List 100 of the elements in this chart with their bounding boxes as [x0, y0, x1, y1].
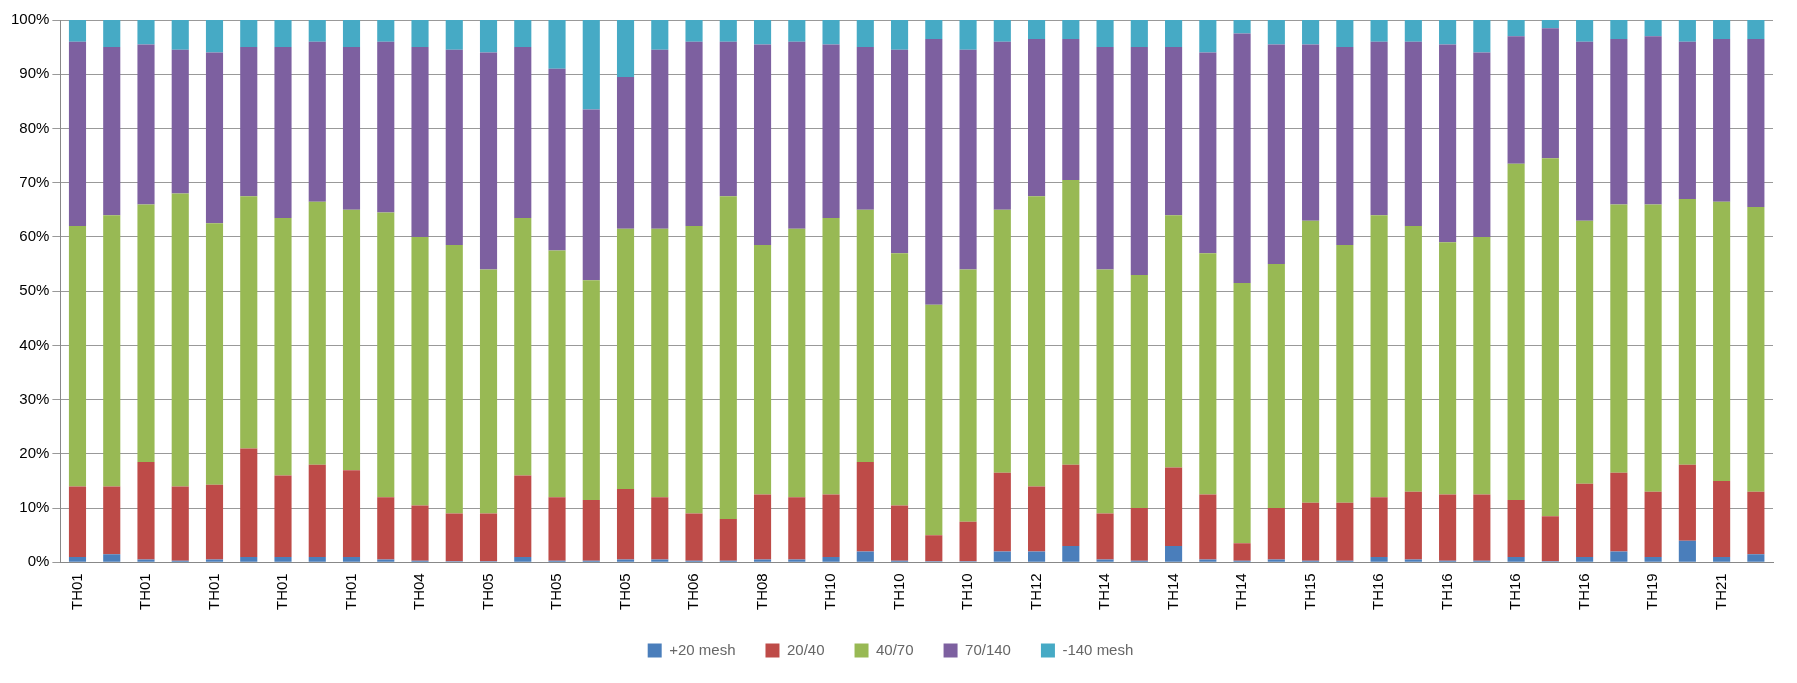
bar [1713, 556, 1731, 562]
bar [1199, 20, 1217, 53]
bar [445, 513, 463, 562]
bar [479, 269, 498, 514]
bar [548, 250, 566, 498]
bar [1165, 47, 1183, 216]
bar [925, 304, 943, 536]
bar [1062, 38, 1080, 180]
legend-label: 70/140 [965, 640, 1011, 658]
bar [788, 497, 806, 560]
bar [308, 20, 326, 42]
bar [1576, 483, 1594, 557]
bar [788, 20, 806, 42]
bar [1439, 20, 1457, 45]
bar [1747, 554, 1765, 562]
bar [753, 245, 772, 495]
bar [205, 223, 224, 485]
bar [1747, 207, 1765, 492]
bar [1370, 497, 1388, 557]
bar [1713, 20, 1731, 39]
bar [1165, 546, 1183, 562]
bar [68, 41, 87, 227]
bar [1130, 274, 1148, 509]
bar [993, 41, 1011, 210]
bar [1233, 20, 1251, 34]
bar [68, 20, 87, 42]
bar [1199, 494, 1217, 560]
bar [479, 513, 498, 562]
bar [1507, 36, 1525, 164]
bar [1576, 41, 1594, 221]
bar [1302, 220, 1320, 503]
bar [1233, 283, 1251, 544]
bar [411, 20, 429, 48]
bar [890, 20, 909, 50]
y-tick-label: 0% [27, 552, 50, 570]
bar [1644, 20, 1662, 37]
bar [137, 20, 155, 45]
y-tick-label: 70% [19, 172, 50, 190]
bar [925, 38, 943, 305]
bar [68, 486, 87, 557]
bar [171, 49, 189, 194]
bar [1096, 47, 1114, 270]
bar [1199, 253, 1217, 495]
bar [719, 41, 737, 197]
bar [514, 475, 532, 557]
bar [1370, 20, 1388, 42]
bar [1576, 556, 1594, 562]
bar [616, 228, 635, 490]
bar [1644, 491, 1662, 557]
bar [925, 20, 943, 39]
bar [1507, 499, 1525, 557]
bar [1130, 47, 1148, 275]
bar [616, 76, 635, 229]
bar [1370, 215, 1388, 498]
bar [274, 475, 292, 557]
bar [1302, 20, 1320, 45]
bar [1165, 467, 1183, 547]
bar [1507, 163, 1525, 500]
bar [1678, 464, 1696, 541]
x-tick-label: TH19 [1643, 573, 1661, 611]
x-tick-label: TH01 [341, 573, 359, 611]
bar [1610, 204, 1628, 473]
bar [103, 47, 121, 216]
bar [1439, 44, 1457, 243]
bar [240, 47, 258, 197]
bar [616, 20, 635, 77]
bar [1644, 204, 1662, 492]
x-tick-label: TH05 [615, 573, 633, 611]
bar [890, 253, 909, 506]
bar [137, 204, 155, 462]
bar [651, 20, 669, 50]
bar [1576, 20, 1594, 42]
x-tick-label: TH06 [684, 573, 702, 611]
bar [719, 518, 737, 561]
bar [1404, 41, 1422, 227]
bar [856, 47, 874, 210]
bar [1747, 491, 1765, 555]
bar [651, 497, 669, 560]
bar [377, 20, 395, 42]
x-tick-label: TH16 [1437, 573, 1455, 611]
bar [582, 109, 600, 281]
bar [514, 20, 532, 48]
x-tick-label: TH10 [958, 573, 976, 611]
bar [240, 196, 258, 449]
bar [1233, 33, 1251, 284]
x-tick-label: TH04 [410, 573, 428, 611]
bar [103, 486, 121, 555]
bar [753, 44, 772, 246]
bar [788, 41, 806, 229]
bar [1678, 20, 1696, 42]
bar [1713, 201, 1731, 481]
bar [1473, 236, 1491, 495]
x-tick-label: TH10 [889, 573, 907, 611]
bar [377, 41, 395, 213]
bar [1473, 494, 1491, 561]
bar [479, 20, 498, 53]
bar [856, 461, 874, 552]
bar [514, 556, 532, 562]
bar [1576, 220, 1594, 484]
bar [274, 217, 292, 476]
